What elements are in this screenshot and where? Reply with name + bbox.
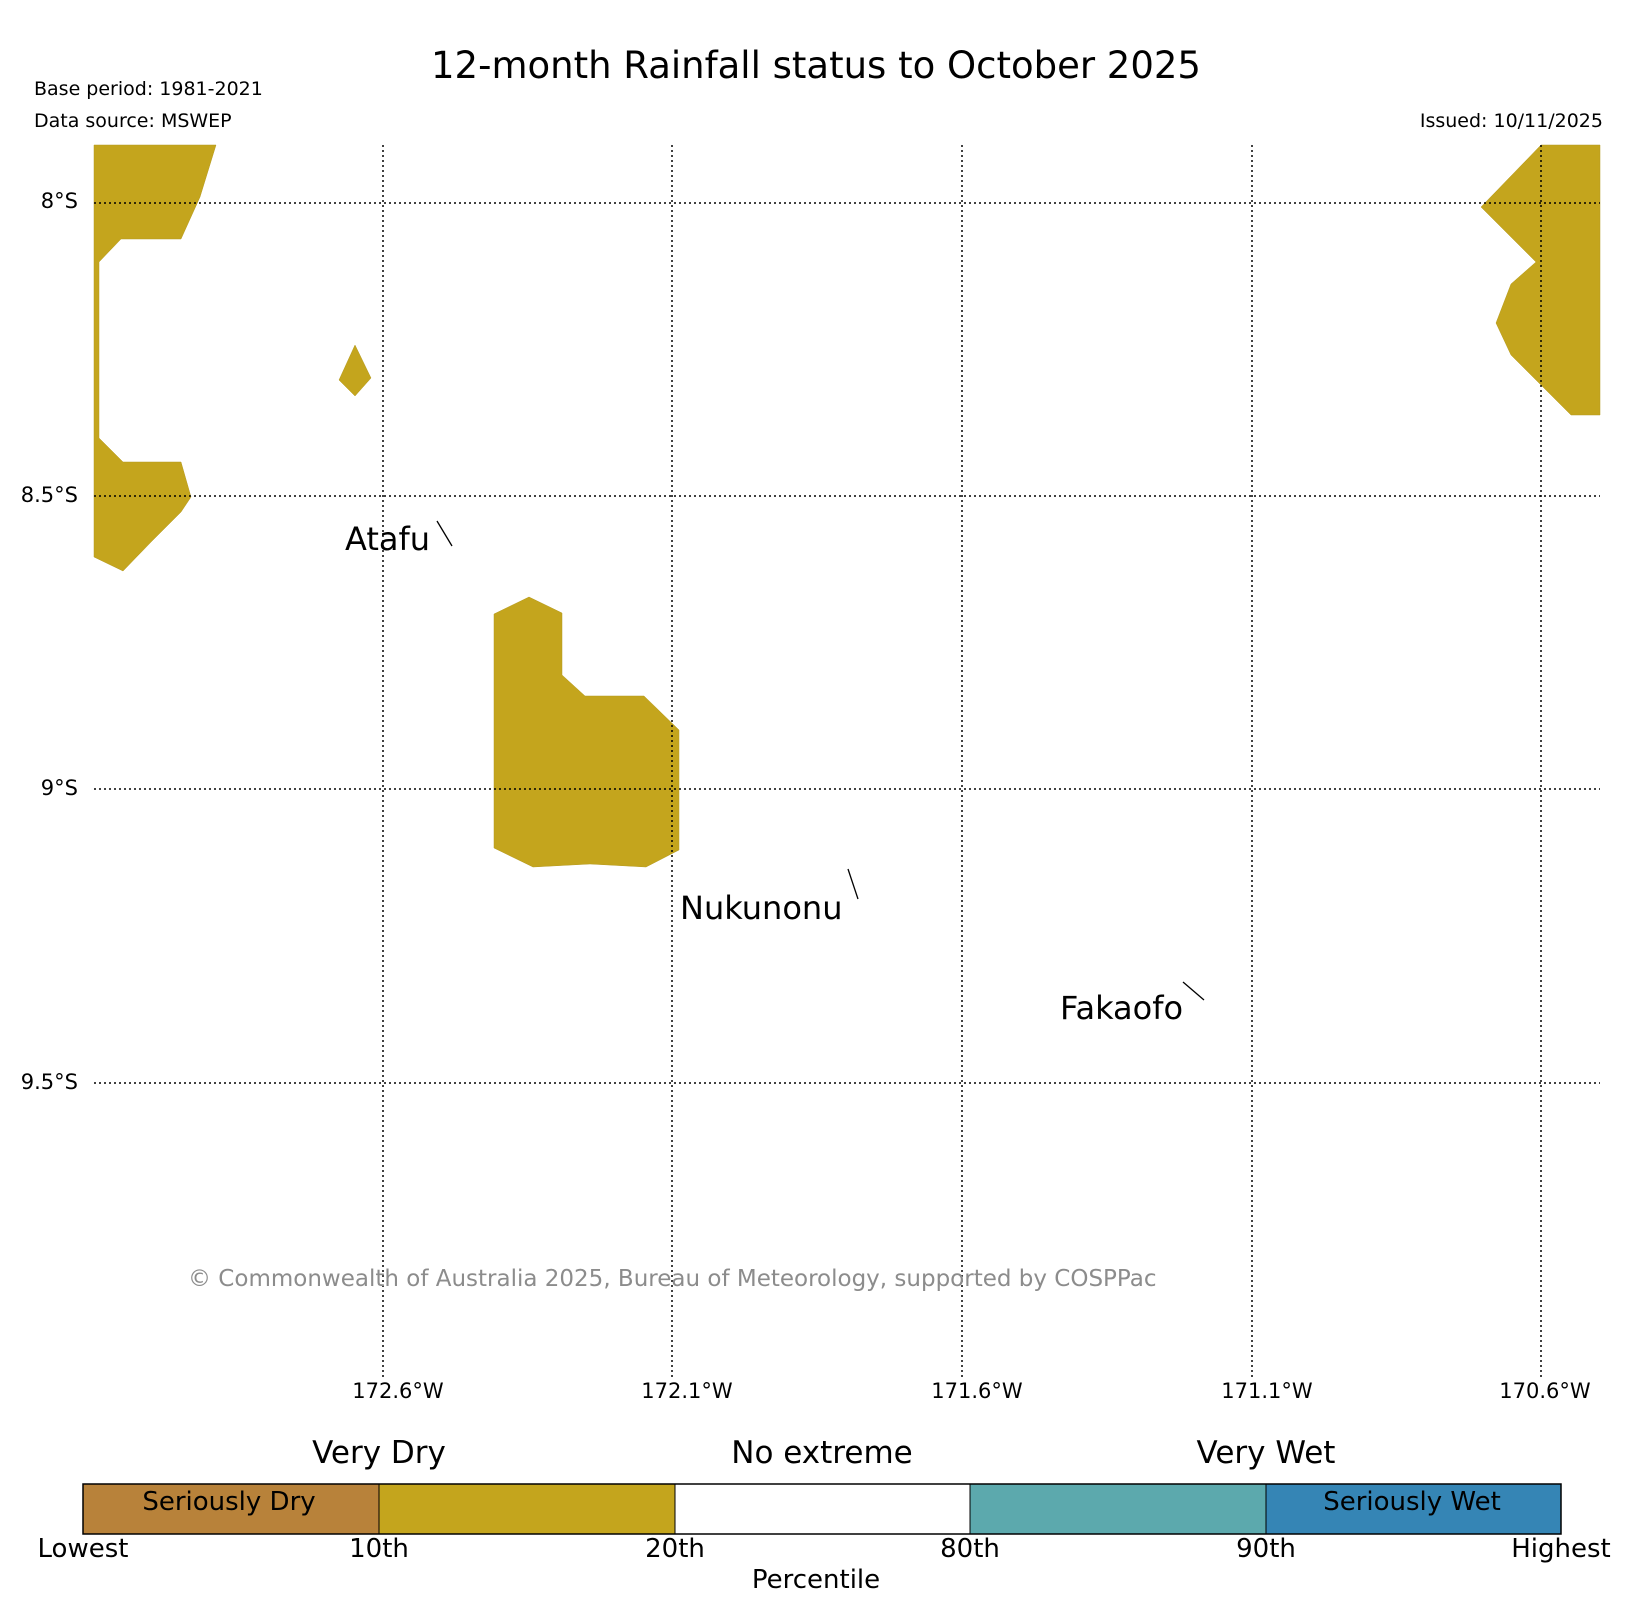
atafu-leader — [436, 520, 453, 547]
legend-swatch-very-wet — [970, 1484, 1266, 1534]
lat-label-9s: 9°S — [40, 776, 78, 800]
dry-regions — [93, 144, 1601, 868]
legend-category-no-extreme: No extreme — [731, 1435, 913, 1471]
lon-label-172-1w: 172.1°W — [641, 1379, 733, 1403]
map-title: 12-month Rainfall status to October 2025 — [431, 44, 1201, 87]
legend-tick-80th: 80th — [940, 1534, 1000, 1564]
copyright-notice: © Commonwealth of Australia 2025, Bureau… — [188, 1266, 1157, 1292]
dry-region-central — [493, 596, 680, 868]
issued-date: Issued: 10/11/2025 — [1419, 110, 1603, 132]
legend-label-seriously-wet: Seriously Wet — [1323, 1487, 1501, 1517]
legend-tick-highest: Highest — [1511, 1534, 1611, 1564]
dry-region-small — [338, 344, 372, 397]
legend-tick-20th: 20th — [645, 1534, 705, 1564]
place-atafu: Atafu — [345, 520, 431, 558]
place-leaders — [436, 520, 1205, 1001]
legend-label-seriously-dry: Seriously Dry — [142, 1487, 316, 1517]
legend-category-very-wet: Very Wet — [1196, 1435, 1336, 1471]
legend-colorbar — [82, 1483, 1562, 1535]
fakaofo-leader — [1182, 981, 1205, 1001]
legend-axis-label: Percentile — [751, 1565, 881, 1595]
place-fakaofo: Fakaofo — [1060, 989, 1184, 1027]
legend-tick-90th: 90th — [1236, 1534, 1296, 1564]
lon-label-171-1w: 171.1°W — [1221, 1379, 1313, 1403]
place-nukunonu: Nukunonu — [680, 889, 843, 927]
legend-border — [82, 1483, 1562, 1535]
data-source: Data source: MSWEP — [34, 110, 232, 132]
nukunonu-leader — [847, 868, 859, 900]
dry-region-northwest — [93, 144, 217, 572]
lat-label-9-5s: 9.5°S — [20, 1070, 78, 1094]
lat-label-8s: 8°S — [40, 189, 78, 213]
legend-swatch-seriously-wet — [1266, 1484, 1561, 1534]
base-period: Base period: 1981-2021 — [34, 78, 263, 100]
lon-label-170-6w: 170.6°W — [1499, 1379, 1591, 1403]
legend-swatch-very-dry — [379, 1484, 675, 1534]
legend-tick-10th: 10th — [349, 1534, 409, 1564]
legend-category-very-dry: Very Dry — [312, 1435, 446, 1471]
lat-label-8-5s: 8.5°S — [20, 483, 78, 507]
graticule — [94, 145, 1600, 1380]
lon-label-172-6w: 172.6°W — [352, 1379, 444, 1403]
lon-label-171-6w: 171.6°W — [931, 1379, 1023, 1403]
legend-swatch-no-extreme — [675, 1484, 970, 1534]
legend-tick-lowest: Lowest — [37, 1534, 129, 1564]
legend-swatch-seriously-dry — [83, 1484, 379, 1534]
